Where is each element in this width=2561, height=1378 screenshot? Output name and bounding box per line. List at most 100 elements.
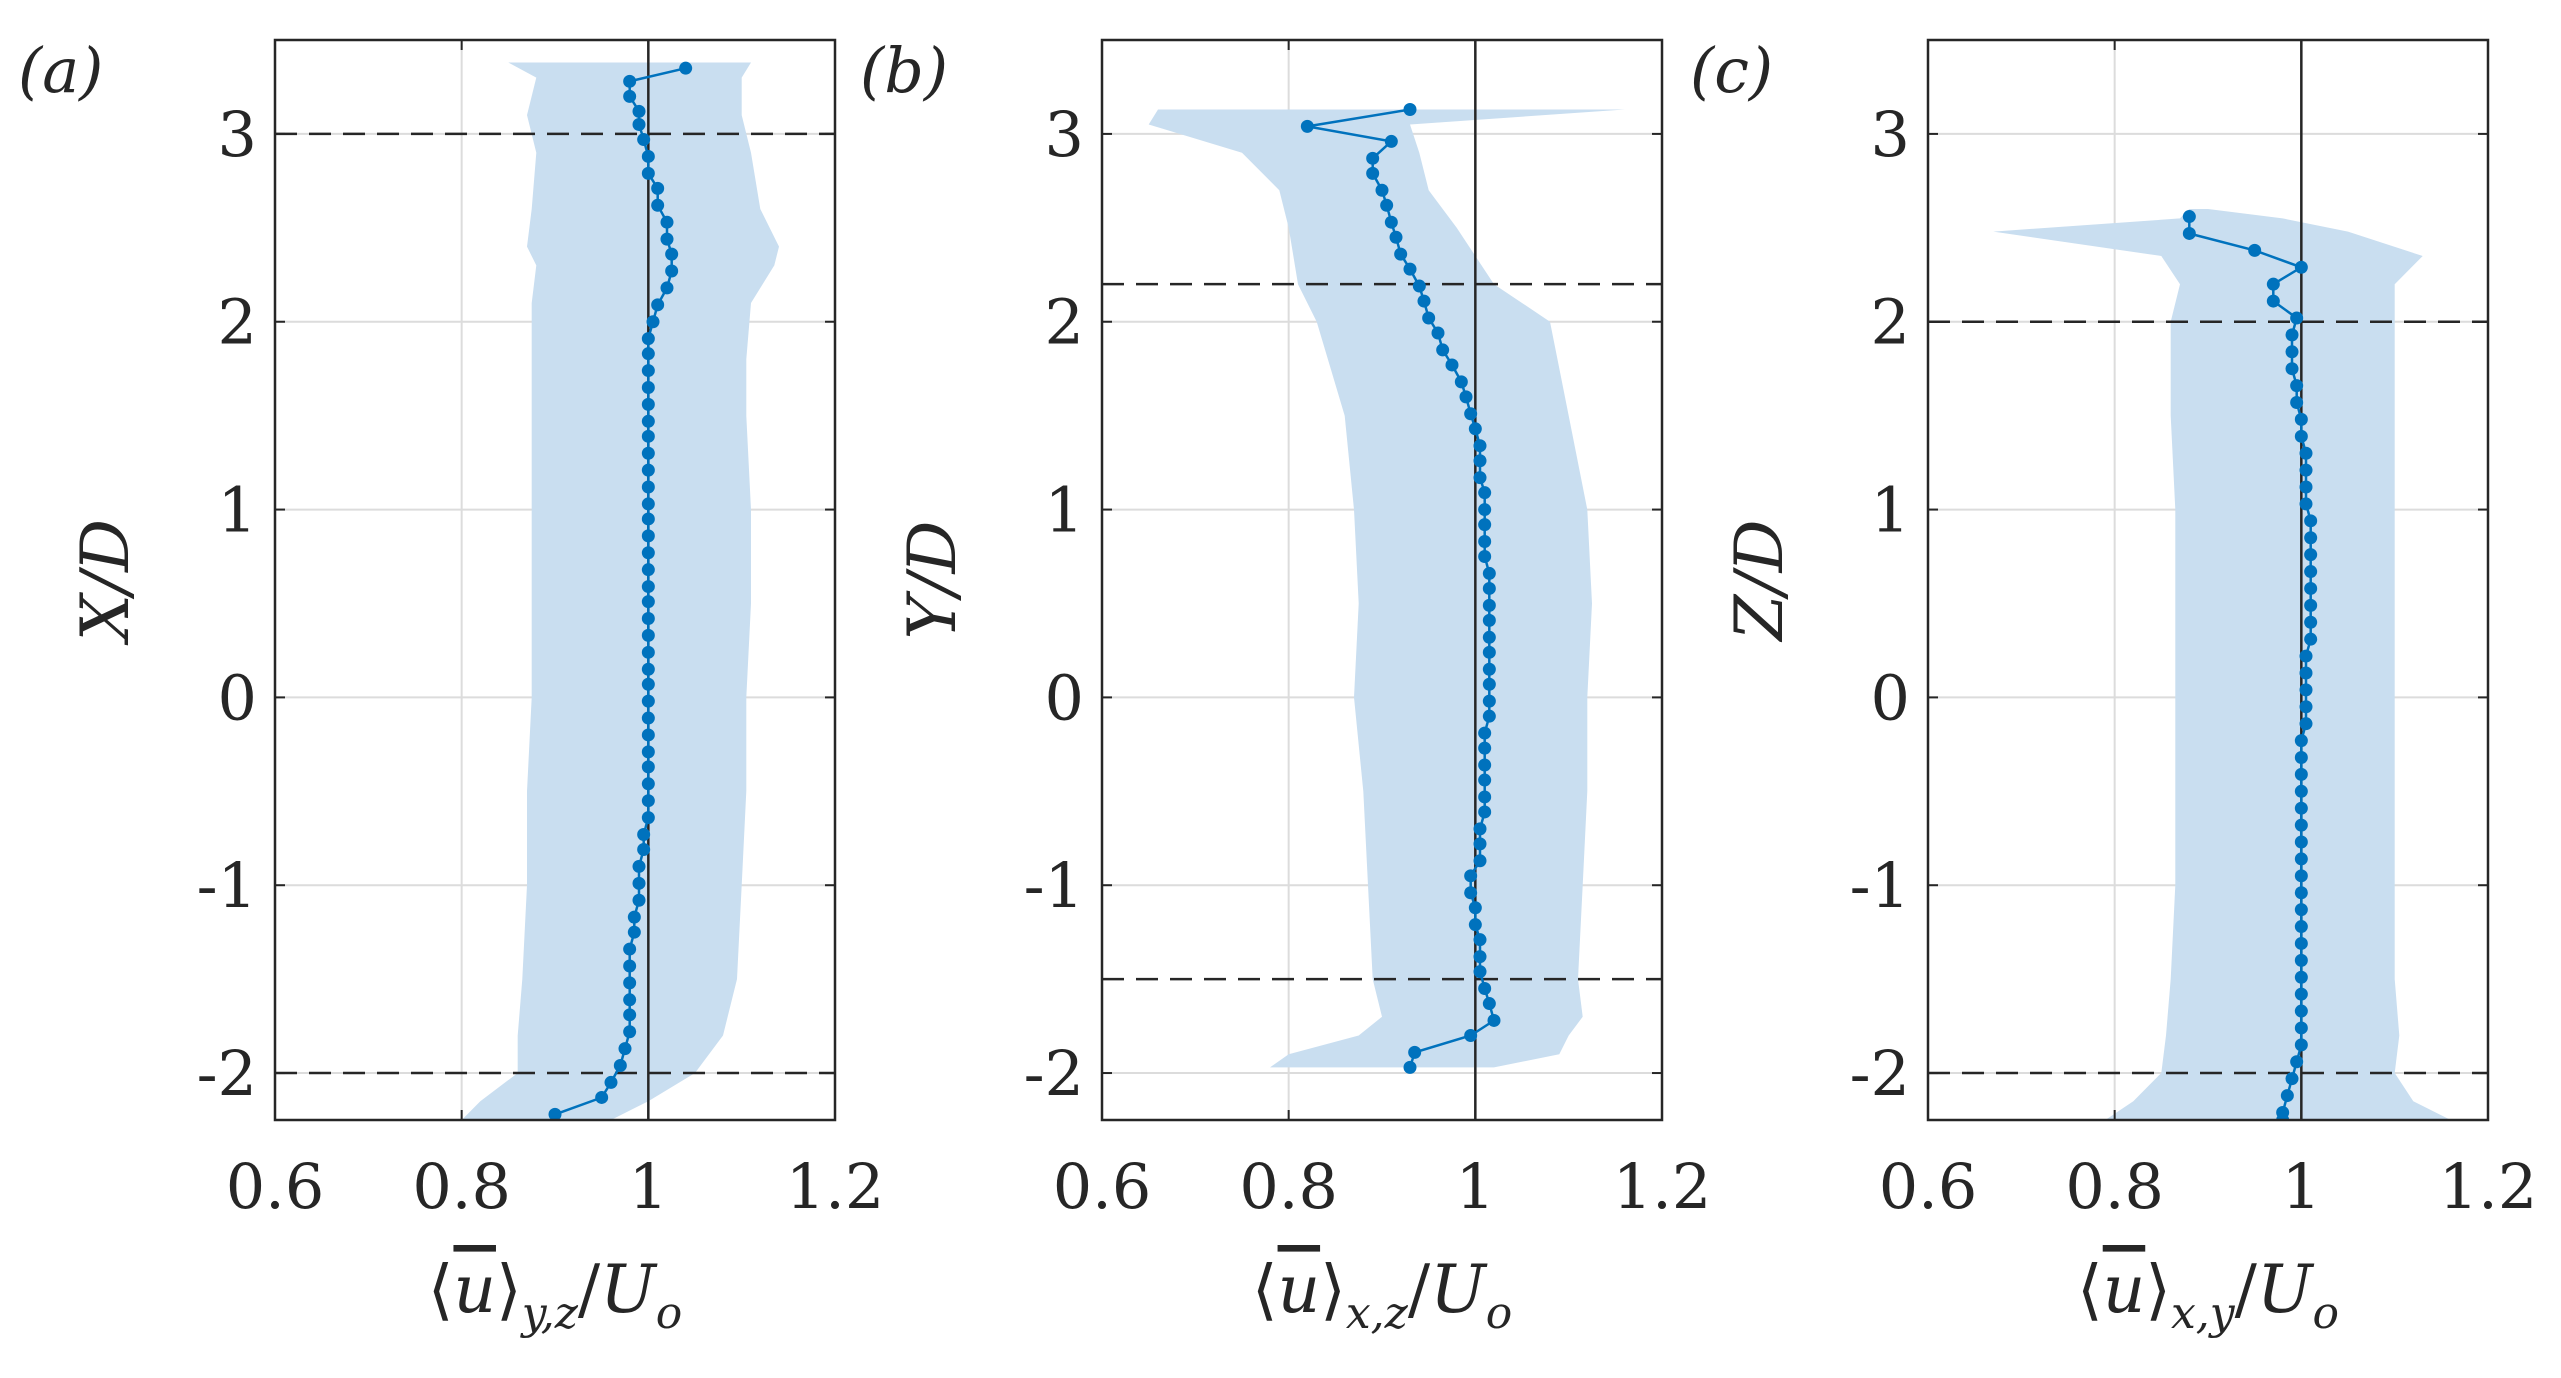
band-layer — [1148, 109, 1625, 1068]
data-point — [2294, 1004, 2308, 1018]
band-layer — [1993, 209, 2451, 1120]
data-point — [2290, 311, 2304, 325]
data-point — [2304, 565, 2318, 579]
data-point — [627, 910, 641, 924]
ytick-label: -2 — [1024, 1037, 1084, 1110]
data-point — [641, 446, 655, 460]
data-point — [1454, 375, 1468, 389]
data-point — [641, 595, 655, 609]
data-point — [2304, 615, 2318, 629]
data-point — [1468, 918, 1482, 932]
data-point — [2299, 683, 2313, 697]
data-point — [1403, 102, 1417, 116]
data-point — [1482, 709, 1496, 723]
xtick-label: 0.6 — [1053, 1150, 1152, 1223]
data-point — [2299, 463, 2313, 477]
data-point — [2294, 970, 2308, 984]
data-point — [623, 993, 637, 1007]
data-point — [641, 745, 655, 759]
data-point — [2294, 734, 2308, 748]
data-point — [1464, 869, 1478, 883]
data-point — [1473, 439, 1487, 453]
data-point — [641, 149, 655, 163]
data-point — [2294, 784, 2308, 798]
data-point — [2304, 548, 2318, 562]
data-point — [632, 876, 646, 890]
data-point — [2294, 852, 2308, 866]
data-point — [1478, 982, 1492, 996]
data-point — [1380, 198, 1394, 212]
data-point — [2299, 480, 2313, 494]
ytick-label: 1 — [1871, 474, 1910, 547]
data-point — [1366, 166, 1380, 180]
x-axis-label: ⟨u⟩x,z/Uo — [1252, 1251, 1512, 1339]
data-point — [604, 1075, 618, 1089]
data-point — [613, 1059, 627, 1073]
xtick-label: 0.8 — [1239, 1150, 1338, 1223]
data-point — [2304, 632, 2318, 646]
ytick-label: -2 — [197, 1037, 257, 1110]
data-point — [1384, 134, 1398, 148]
ytick-label: 1 — [1045, 474, 1084, 547]
ytick-label: 2 — [218, 286, 257, 359]
data-point — [1482, 662, 1496, 676]
data-point — [2304, 531, 2318, 545]
data-point — [1417, 294, 1431, 308]
xtick-label: 0.8 — [2065, 1150, 2164, 1223]
data-point — [641, 166, 655, 180]
data-point — [2299, 497, 2313, 511]
y-axis-label: X/D — [67, 519, 144, 646]
xtick-label: 1.2 — [2439, 1150, 2538, 1223]
axes-frame — [1100, 38, 1664, 1122]
data-point — [1473, 837, 1487, 851]
xtick-label: 0.6 — [226, 1150, 325, 1223]
data-point — [641, 380, 655, 394]
ytick-label: 3 — [218, 98, 257, 171]
data-point — [1478, 805, 1492, 819]
data-point — [2294, 869, 2308, 883]
data-point — [1412, 279, 1426, 293]
data-point — [1482, 997, 1496, 1011]
data-point — [2280, 1089, 2294, 1103]
data-point — [623, 959, 637, 973]
data-point — [623, 976, 637, 990]
data-point — [1366, 151, 1380, 165]
ytick-label: 0 — [218, 661, 257, 734]
panel-a: (a) -2 -1 0 1 2 3 0.6 0.8 1 1.2 X/D ⟨u⟩y… — [18, 34, 884, 1339]
panel-label: (c) — [1690, 34, 1773, 107]
data-point — [641, 497, 655, 511]
data-point — [641, 429, 655, 443]
data-point — [2290, 1055, 2304, 1069]
data-point — [2285, 1072, 2299, 1086]
axes-frame — [1926, 38, 2490, 1122]
variability-band — [1993, 209, 2451, 1120]
data-point — [651, 198, 665, 212]
ytick-label: 2 — [1871, 286, 1910, 359]
axes-box — [273, 38, 837, 1122]
data-point — [2294, 1038, 2308, 1052]
data-point — [623, 89, 637, 103]
variability-band — [461, 62, 779, 1120]
data-point — [2294, 886, 2308, 900]
data-point — [1394, 247, 1408, 261]
data-point — [641, 563, 655, 577]
data-point — [2304, 581, 2318, 595]
data-point — [1468, 422, 1482, 436]
data-point — [2294, 818, 2308, 832]
data-point — [2290, 379, 2304, 393]
data-point — [623, 942, 637, 956]
axes-frame — [273, 38, 837, 1122]
data-point — [641, 794, 655, 808]
ytick-label: -1 — [1024, 849, 1084, 922]
data-point — [2299, 700, 2313, 714]
data-point — [2304, 598, 2318, 612]
data-point — [641, 480, 655, 494]
panel-b: (b) -2 -1 0 1 2 3 0.6 0.8 1 1.2 Y/D ⟨u⟩x… — [860, 34, 1711, 1339]
data-point — [1464, 1028, 1478, 1042]
data-point — [2294, 767, 2308, 781]
series-layer — [548, 61, 693, 1120]
data-point — [2294, 987, 2308, 1001]
data-point — [2285, 345, 2299, 359]
data-point — [641, 728, 655, 742]
data-point — [2290, 396, 2304, 410]
